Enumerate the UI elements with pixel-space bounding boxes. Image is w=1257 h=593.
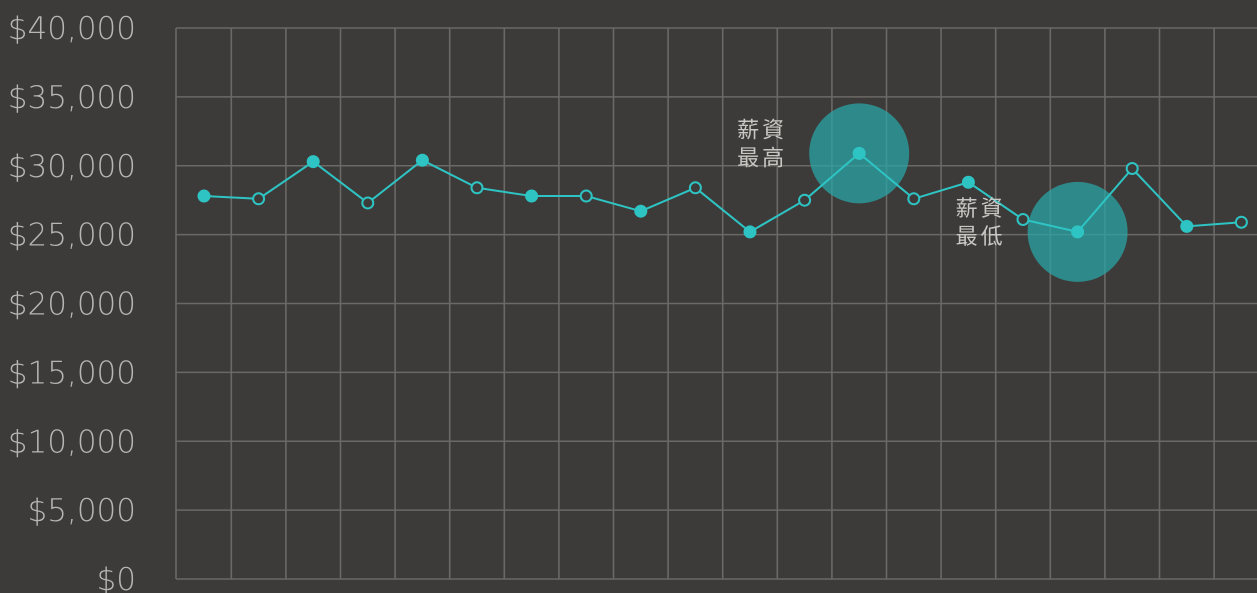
data-point-14 bbox=[961, 175, 975, 189]
y-tick-label: $35,000 bbox=[8, 80, 136, 116]
data-point-9 bbox=[688, 181, 702, 195]
series-line bbox=[203, 152, 1242, 234]
data-point-12 bbox=[852, 146, 866, 160]
y-tick-label: $20,000 bbox=[8, 287, 136, 323]
y-tick-label: $30,000 bbox=[8, 149, 136, 185]
data-point-7 bbox=[579, 189, 593, 203]
annotation-label-line1-1: 薪資 bbox=[956, 197, 1006, 222]
data-point-13 bbox=[907, 192, 921, 206]
y-axis: $0 $5,000 $10,000 $15,000 $20,000 $25,000 $30,… bbox=[8, 11, 136, 593]
y-tick-label: $10,000 bbox=[8, 424, 136, 460]
highlight-circles bbox=[809, 103, 1128, 282]
data-point-2 bbox=[306, 155, 320, 169]
data-point-16 bbox=[1071, 225, 1085, 239]
y-tick-label: $25,000 bbox=[8, 218, 136, 254]
data-point-1 bbox=[252, 192, 266, 206]
data-point-8 bbox=[634, 204, 648, 218]
data-point-5 bbox=[470, 181, 484, 195]
data-point-18 bbox=[1180, 219, 1194, 233]
chart-grid bbox=[175, 27, 1257, 580]
data-point-4 bbox=[415, 153, 429, 167]
data-point-19 bbox=[1234, 215, 1248, 229]
data-point-6 bbox=[525, 189, 539, 203]
annotation-label-line1-0: 薪資 bbox=[737, 118, 787, 143]
y-tick-label: $0 bbox=[97, 562, 136, 593]
data-point-10 bbox=[743, 225, 757, 239]
annotation-label-line2-0: 最高 bbox=[737, 146, 787, 171]
y-tick-label: $15,000 bbox=[8, 355, 136, 391]
data-point-17 bbox=[1125, 162, 1139, 176]
data-points bbox=[197, 146, 1248, 239]
y-tick-label: $40,000 bbox=[8, 11, 136, 47]
data-point-11 bbox=[798, 193, 812, 207]
y-tick-label: $5,000 bbox=[28, 493, 136, 529]
annotation-label-line2-1: 最低 bbox=[956, 225, 1006, 250]
data-point-15 bbox=[1016, 212, 1030, 226]
data-point-0 bbox=[197, 189, 211, 203]
data-point-3 bbox=[361, 196, 375, 210]
